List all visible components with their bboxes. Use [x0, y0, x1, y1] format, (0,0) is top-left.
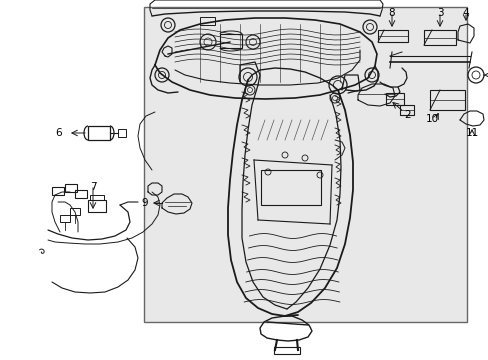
Text: 5: 5	[486, 70, 488, 80]
Bar	[423, 30, 455, 45]
Text: 11: 11	[465, 128, 478, 138]
Bar	[65, 184, 77, 192]
Bar	[220, 34, 242, 48]
Bar	[261, 170, 320, 205]
Bar	[429, 90, 464, 110]
Text: 4: 4	[462, 8, 468, 18]
Bar	[118, 129, 126, 137]
Bar	[144, 7, 466, 322]
Text: 7: 7	[89, 182, 96, 192]
Bar	[377, 30, 407, 42]
Bar	[75, 190, 87, 198]
Bar	[60, 215, 70, 222]
Text: 2: 2	[404, 110, 410, 120]
Bar	[385, 93, 403, 105]
Text: 6: 6	[55, 128, 62, 138]
Text: 3: 3	[436, 8, 443, 18]
Bar	[399, 105, 413, 115]
Bar	[88, 200, 106, 212]
Bar	[273, 347, 299, 354]
Text: 10: 10	[425, 114, 438, 124]
Bar	[88, 126, 110, 140]
Bar	[70, 208, 80, 215]
Text: 9: 9	[141, 198, 148, 208]
Text: 8: 8	[388, 8, 394, 18]
Bar	[200, 17, 215, 25]
Bar	[90, 195, 104, 200]
Bar	[52, 187, 64, 195]
